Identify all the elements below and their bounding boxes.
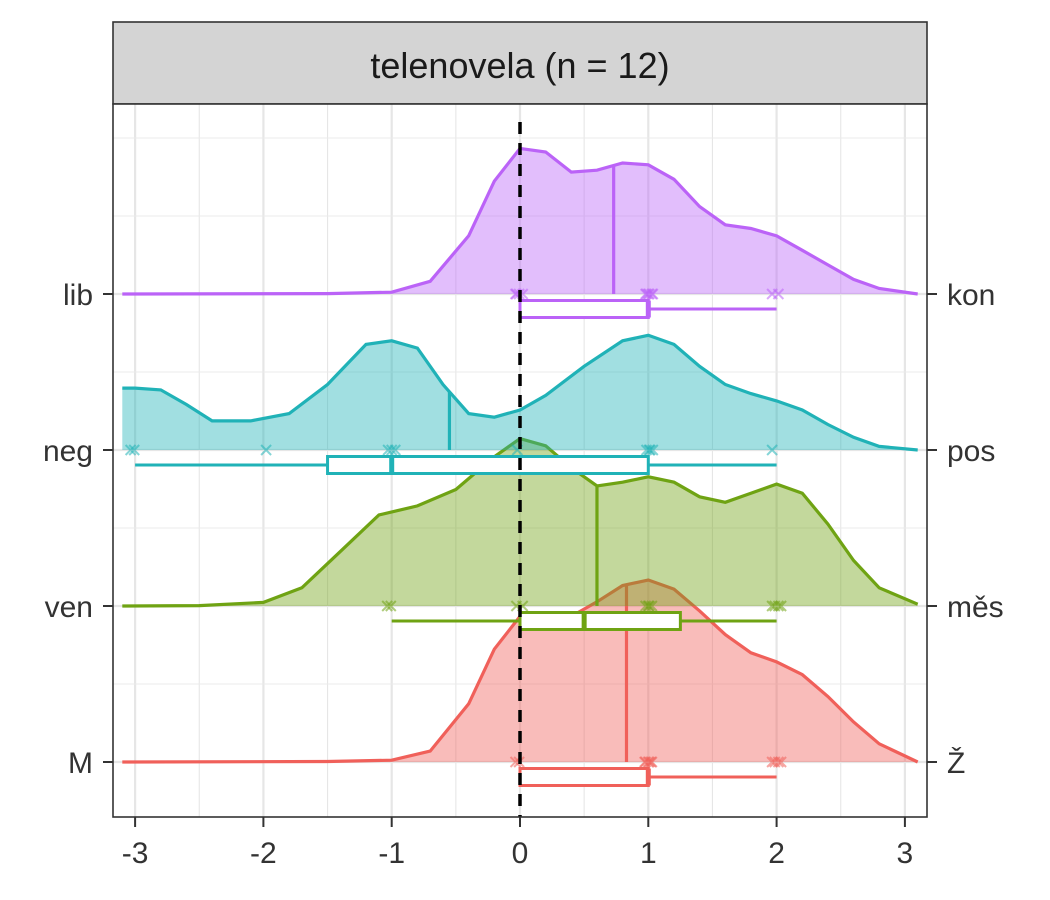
data-point [385,444,398,456]
data-point [769,756,781,768]
data-point [643,756,655,768]
data-point [644,444,656,456]
x-tick-label: -1 [378,837,405,870]
density-curve [122,146,918,296]
x-tick-label: 2 [768,837,785,870]
facet-title: telenovela (n = 12) [370,45,669,86]
data-point [260,444,272,456]
left-category-label: ven [45,591,93,624]
left-category-label: neg [43,435,93,468]
data-point [643,600,655,612]
right-category-label: pos [947,435,995,468]
data-point [769,600,781,612]
data-point [640,444,653,456]
data-point [643,288,655,300]
data-point [385,600,397,612]
right-category-label: měs [947,591,1004,624]
data-point [639,600,652,612]
density-area [122,335,918,450]
box-iqr [518,611,682,631]
data-point [128,444,140,456]
data-point [766,756,778,768]
x-tick-label: 0 [512,837,529,870]
box-iqr [518,767,650,787]
box-iqr [326,455,650,475]
row-lib [122,146,918,319]
x-tick-label: 1 [640,837,657,870]
left-category-label: M [68,747,93,780]
data-point [766,288,778,300]
left-category-label: lib [63,279,93,312]
right-category-label: Ž [947,747,965,780]
x-tick-label: 3 [897,837,914,870]
x-tick-label: -2 [250,837,277,870]
data-point [639,756,652,768]
x-tick-label: -3 [122,837,149,870]
data-point [766,444,778,456]
facet-strip [112,21,928,105]
density-area [122,148,918,294]
box-iqr [518,299,650,319]
data-point [389,444,402,456]
density-curve [122,333,918,452]
data-point [124,444,137,456]
data-point [640,288,653,300]
density-curve [122,578,919,764]
data-point [381,600,393,612]
row-neg [122,333,918,475]
right-category-label: kon [947,279,995,312]
data-point [766,600,778,612]
